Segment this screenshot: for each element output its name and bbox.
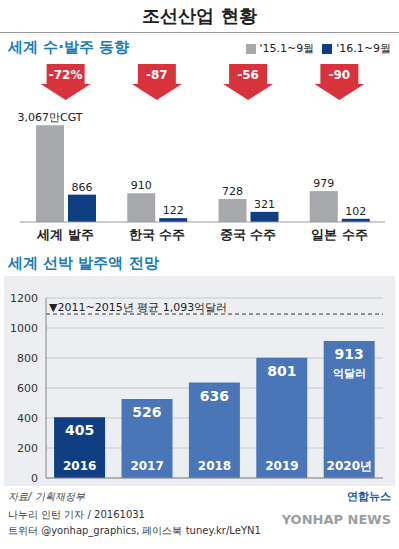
html-text:YONHAP NEWS: YONHAP NEWS bbox=[281, 512, 391, 527]
svg-text:405: 405 bbox=[65, 422, 94, 438]
svg-text:-90: -90 bbox=[329, 68, 351, 82]
svg-text:526: 526 bbox=[132, 404, 161, 420]
svg-text:910: 910 bbox=[131, 179, 152, 192]
html-text:나누리 인턴 기자 / 20161031: 나누리 인턴 기자 / 20161031 bbox=[8, 509, 145, 520]
svg-text:1200: 1200 bbox=[10, 292, 38, 305]
svg-text:억달러: 억달러 bbox=[333, 367, 366, 380]
svg-text:2017: 2017 bbox=[130, 459, 163, 473]
svg-text:200: 200 bbox=[17, 442, 38, 455]
html-text:'16.1~9월: '16.1~9월 bbox=[336, 42, 391, 55]
svg-text:2020년: 2020년 bbox=[327, 459, 372, 473]
svg-text:3,067만CGT: 3,067만CGT bbox=[17, 111, 82, 124]
svg-text:2019: 2019 bbox=[265, 459, 298, 473]
svg-text:0: 0 bbox=[31, 472, 38, 485]
svg-text:913: 913 bbox=[335, 346, 364, 362]
svg-text:2016: 2016 bbox=[63, 459, 96, 473]
svg-text:한국 수주: 한국 수주 bbox=[129, 227, 186, 242]
svg-text:중국 수주: 중국 수주 bbox=[220, 227, 277, 242]
svg-text:-87: -87 bbox=[146, 68, 168, 82]
svg-text:800: 800 bbox=[17, 352, 38, 365]
svg-text:979: 979 bbox=[313, 177, 334, 190]
html-text:세계 수·발주 동향: 세계 수·발주 동향 bbox=[8, 38, 130, 56]
svg-text:321: 321 bbox=[254, 198, 275, 211]
svg-text:-72%: -72% bbox=[49, 68, 83, 82]
svg-text:1000: 1000 bbox=[10, 322, 38, 335]
html-text:트위터 @yonhap_graphics, 페이스북 tun: 트위터 @yonhap_graphics, 페이스북 tuney.kr/LeYN… bbox=[8, 525, 261, 536]
svg-text:122: 122 bbox=[163, 204, 184, 217]
svg-text:866: 866 bbox=[72, 181, 93, 194]
svg-text:세계 발주: 세계 발주 bbox=[36, 227, 94, 242]
svg-text:102: 102 bbox=[345, 205, 366, 218]
svg-text:400: 400 bbox=[17, 412, 38, 425]
svg-text:728: 728 bbox=[222, 185, 243, 198]
svg-text:▼2011~2015년 평균 1,093억달러: ▼2011~2015년 평균 1,093억달러 bbox=[49, 301, 227, 314]
svg-text:600: 600 bbox=[17, 382, 38, 395]
svg-text:801: 801 bbox=[267, 363, 296, 379]
html-text:세계 선박 발주액 전망: 세계 선박 발주액 전망 bbox=[8, 254, 159, 272]
html-text:연합뉴스: 연합뉴스 bbox=[347, 490, 391, 503]
svg-text:-56: -56 bbox=[237, 68, 259, 82]
html-text:'15.1~9월: '15.1~9월 bbox=[259, 42, 315, 55]
html-text:조선산업 현황: 조선산업 현황 bbox=[142, 5, 257, 26]
svg-text:2018: 2018 bbox=[198, 459, 231, 473]
svg-text:일본 수주: 일본 수주 bbox=[311, 227, 368, 242]
html-text:자료/ 기획재정부: 자료/ 기획재정부 bbox=[8, 491, 85, 502]
svg-text:636: 636 bbox=[200, 388, 229, 404]
